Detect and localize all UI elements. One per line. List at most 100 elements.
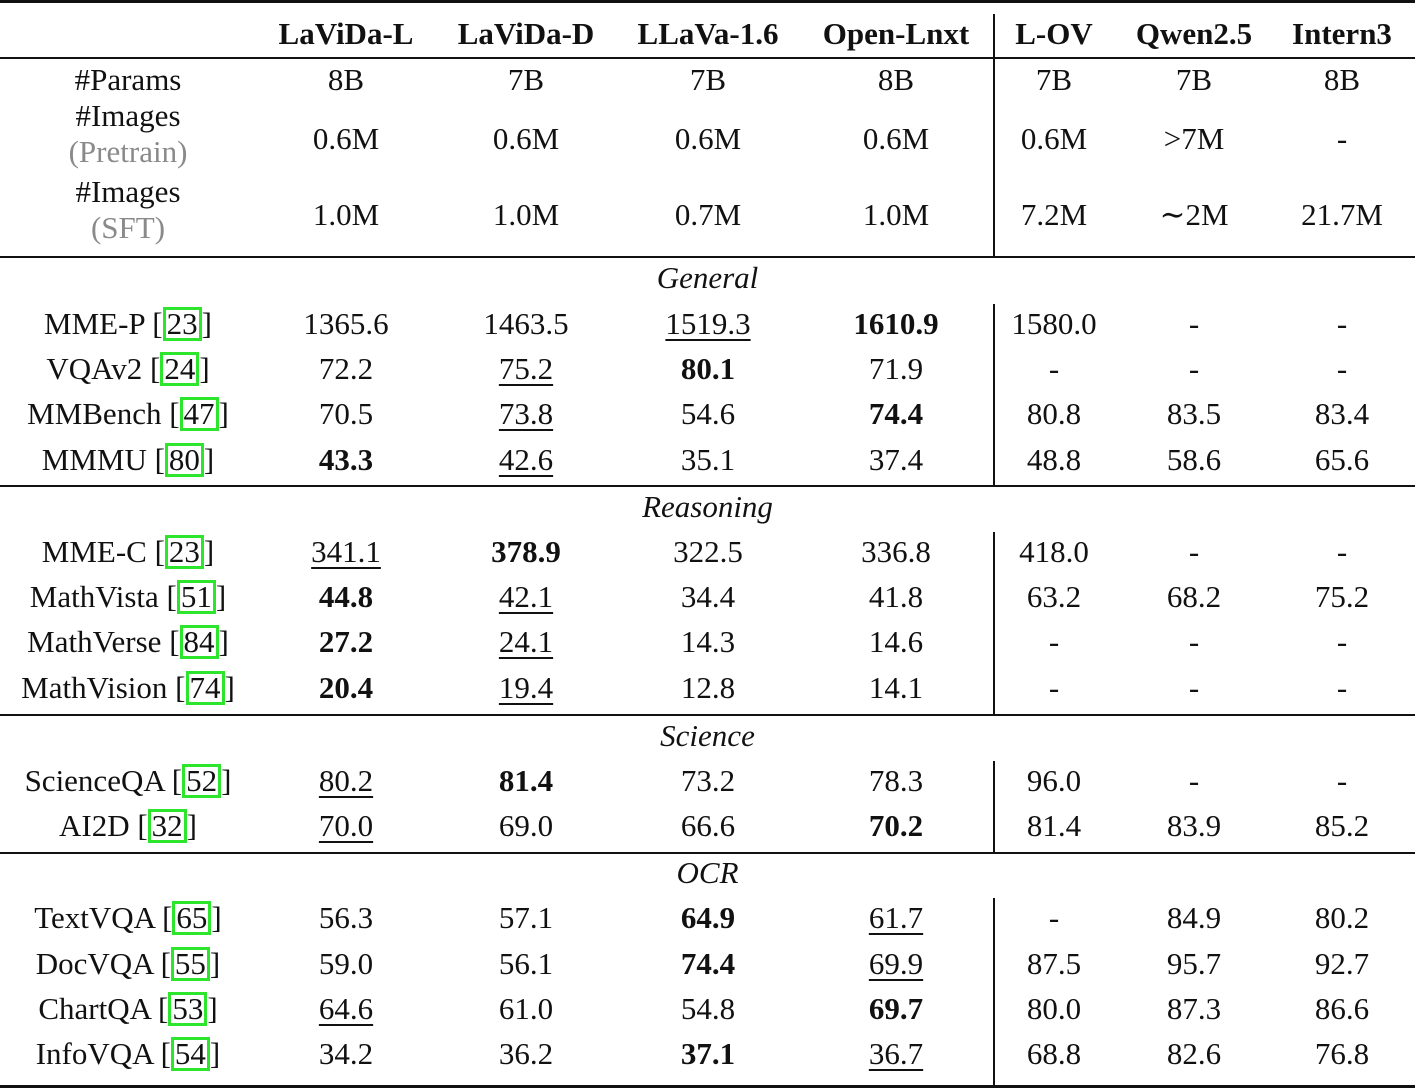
score-value: 64.9 — [680, 900, 736, 935]
citation-link[interactable]: 52 — [182, 764, 222, 798]
score-cell: 76.8 — [1257, 1032, 1415, 1076]
score-value: 69.9 — [868, 946, 924, 981]
benchmark-name: AI2D [32] — [0, 804, 256, 848]
score-cell: 336.8 — [811, 530, 981, 574]
score-cell: 72.2 — [261, 347, 431, 391]
score-cell: 70.5 — [261, 392, 431, 436]
score-value: - — [1336, 624, 1348, 659]
meta-label-sub: (SFT) — [90, 210, 166, 245]
citation-link[interactable]: 32 — [147, 809, 187, 843]
section-title: Reasoning — [642, 489, 773, 524]
citation-link[interactable]: 23 — [164, 535, 204, 569]
score-cell: 75.2 — [1257, 575, 1415, 619]
score-cell: 70.0 — [261, 804, 431, 848]
section-rule-general — [0, 256, 1415, 258]
section-title: OCR — [676, 855, 739, 890]
benchmark-name: ChartQA [53] — [0, 987, 256, 1031]
score-value: - — [1336, 351, 1348, 386]
citation-link[interactable]: 65 — [172, 901, 212, 935]
score-value: 42.1 — [498, 579, 554, 614]
citation-open: [ — [164, 763, 183, 798]
score-cell: 1519.3 — [623, 302, 793, 346]
score-value: 1519.3 — [665, 306, 751, 341]
score-value: 37.4 — [868, 442, 924, 477]
citation-link[interactable]: 51 — [176, 580, 216, 614]
score-value: 69.0 — [498, 808, 554, 843]
citation-link[interactable]: 80 — [164, 443, 204, 477]
score-value: 43.3 — [318, 442, 374, 477]
score-value: 37.1 — [680, 1036, 736, 1071]
score-cell: 87.3 — [1109, 987, 1279, 1031]
score-value: 96.0 — [1026, 763, 1082, 798]
score-value: 80.1 — [680, 351, 736, 386]
citation-close: ] — [207, 991, 218, 1026]
score-value: - — [1188, 670, 1200, 705]
citation-open: [ — [129, 808, 148, 843]
citation-close: ] — [211, 900, 222, 935]
score-value: 87.3 — [1166, 991, 1222, 1026]
meta-row-label: #Images (SFT) — [0, 174, 256, 256]
score-cell: 80.0 — [969, 987, 1139, 1031]
score-value: 70.0 — [318, 808, 374, 843]
benchmark-label: MME-C — [41, 534, 147, 569]
score-value: 336.8 — [861, 534, 931, 569]
benchmark-label: MME-P — [44, 306, 145, 341]
score-value: 63.2 — [1026, 579, 1082, 614]
citation-link[interactable]: 74 — [185, 671, 225, 705]
score-cell: 63.2 — [969, 575, 1139, 619]
score-cell: 48.8 — [969, 438, 1139, 482]
score-cell: 68.2 — [1109, 575, 1279, 619]
benchmark-label: MathVision — [21, 670, 168, 705]
score-value: 24.1 — [498, 624, 554, 659]
vertical-divider — [993, 14, 995, 256]
score-cell: - — [1257, 620, 1415, 664]
score-cell: 24.1 — [441, 620, 611, 664]
score-cell: 96.0 — [969, 759, 1139, 803]
citation-link[interactable]: 55 — [170, 947, 210, 981]
score-value: - — [1048, 900, 1060, 935]
score-cell: 69.0 — [441, 804, 611, 848]
benchmark-label: AI2D — [58, 808, 130, 843]
citation-link[interactable]: 84 — [179, 625, 219, 659]
score-cell: 64.9 — [623, 896, 793, 940]
score-value: 85.2 — [1314, 808, 1370, 843]
score-value: - — [1188, 351, 1200, 386]
citation-open: [ — [161, 396, 180, 431]
citation-link[interactable]: 54 — [170, 1037, 210, 1071]
meta-value: 7B — [689, 62, 727, 97]
score-value: 34.2 — [318, 1036, 374, 1071]
score-cell: 322.5 — [623, 530, 793, 574]
score-cell: - — [1109, 530, 1279, 574]
score-value: 12.8 — [680, 670, 736, 705]
score-value: - — [1336, 534, 1348, 569]
score-cell: 41.8 — [811, 575, 981, 619]
citation-link[interactable]: 23 — [162, 307, 202, 341]
score-value: - — [1188, 534, 1200, 569]
citation-link[interactable]: 53 — [168, 992, 208, 1026]
benchmark-name: MathVista [51] — [0, 575, 256, 619]
score-cell: 75.2 — [441, 347, 611, 391]
score-value: 41.8 — [868, 579, 924, 614]
citation-close: ] — [209, 1036, 221, 1071]
score-cell: 61.7 — [811, 896, 981, 940]
citation-link[interactable]: 24 — [160, 352, 200, 386]
score-value: 341.1 — [311, 534, 381, 569]
score-cell: 69.9 — [811, 942, 981, 986]
citation-open: [ — [167, 670, 186, 705]
score-cell: 54.6 — [623, 392, 793, 436]
benchmark-label: VQAv2 — [46, 351, 143, 386]
citation-open: [ — [146, 534, 165, 569]
score-cell: 54.8 — [623, 987, 793, 1031]
benchmark-label: ScienceQA — [24, 763, 165, 798]
score-cell: 87.5 — [969, 942, 1139, 986]
column-header: LaViDa-D — [457, 16, 595, 51]
citation-open: [ — [154, 900, 173, 935]
section-rule-ocr — [0, 852, 1415, 854]
score-cell: 42.1 — [441, 575, 611, 619]
score-value: 80.2 — [1314, 900, 1370, 935]
citation-link[interactable]: 47 — [179, 397, 219, 431]
score-cell: 83.4 — [1257, 392, 1415, 436]
score-cell: - — [1257, 666, 1415, 710]
score-value: 82.6 — [1166, 1036, 1222, 1071]
score-cell: 84.9 — [1109, 896, 1279, 940]
